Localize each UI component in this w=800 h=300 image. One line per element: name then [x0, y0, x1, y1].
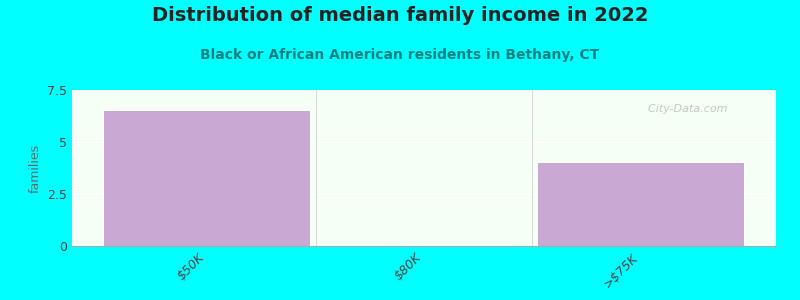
Y-axis label: families: families: [29, 143, 42, 193]
Bar: [104, 111, 310, 246]
Text: City-Data.com: City-Data.com: [642, 104, 728, 114]
Text: Black or African American residents in Bethany, CT: Black or African American residents in B…: [200, 48, 600, 62]
Text: Distribution of median family income in 2022: Distribution of median family income in …: [152, 6, 648, 25]
Bar: [538, 163, 744, 246]
